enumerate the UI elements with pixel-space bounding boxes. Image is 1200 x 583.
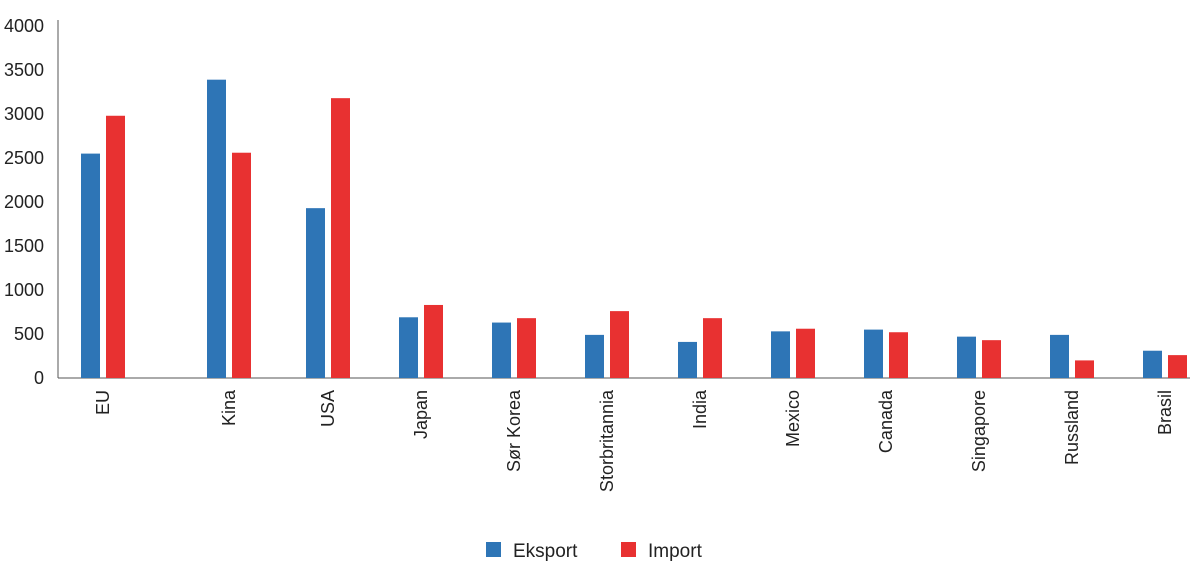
bar-import — [796, 328, 815, 378]
y-tick-label: 0 — [34, 368, 44, 388]
bar-import — [331, 98, 350, 378]
bar-eksport — [1143, 350, 1162, 378]
legend-item-import[interactable]: Import — [621, 541, 703, 562]
category-label: Canada — [876, 389, 896, 453]
bar-eksport — [957, 336, 976, 378]
legend-label-eksport: Eksport — [513, 541, 578, 562]
y-tick-label: 2000 — [4, 192, 44, 212]
bar-import — [424, 304, 443, 378]
legend-item-eksport[interactable]: Eksport — [486, 541, 578, 562]
category-label: Kina — [219, 389, 239, 426]
category-label: Brasil — [1155, 390, 1175, 435]
bar-import — [232, 152, 251, 378]
bar-eksport — [771, 331, 790, 378]
bar-eksport — [585, 334, 604, 378]
bar-eksport — [306, 208, 325, 378]
bar-import — [1075, 360, 1094, 378]
category-labels: EU Kina USA Japan Sør Korea Storbritannia Indi… — [93, 389, 1175, 492]
bar-eksport — [1050, 334, 1069, 378]
bar-eksport — [81, 153, 100, 378]
bar-import — [982, 340, 1001, 378]
bar-import — [106, 115, 125, 378]
bar-eksport — [678, 341, 697, 378]
category-label: India — [690, 389, 710, 429]
category-label: USA — [318, 390, 338, 427]
y-axis: 0 500 1000 1500 2000 2500 3000 3500 4000 — [4, 16, 59, 388]
bar-eksport — [864, 329, 883, 378]
bar-import — [610, 311, 629, 378]
category-label: Storbritannia — [597, 389, 617, 492]
y-tick-label: 1500 — [4, 236, 44, 256]
category-label: Japan — [411, 390, 431, 439]
legend-swatch-eksport — [486, 542, 501, 557]
bar-eksport — [399, 317, 418, 378]
bar-eksport — [207, 79, 226, 379]
bar-import — [517, 318, 536, 378]
y-tick-label: 2500 — [4, 148, 44, 168]
legend[interactable]: Eksport Import — [486, 541, 703, 562]
bar-eksport — [492, 322, 511, 378]
y-tick-label: 4000 — [4, 16, 44, 36]
category-label: EU — [93, 390, 113, 415]
bar-import — [1168, 355, 1187, 378]
legend-swatch-import — [621, 542, 636, 557]
category-label: Singapore — [969, 390, 989, 472]
y-tick-label: 1000 — [4, 280, 44, 300]
category-label: Russland — [1062, 390, 1082, 465]
y-tick-label: 3500 — [4, 60, 44, 80]
y-tick-label: 3000 — [4, 104, 44, 124]
bars — [81, 79, 1187, 379]
legend-label-import: Import — [648, 541, 703, 562]
category-label: Mexico — [783, 390, 803, 447]
bar-import — [889, 332, 908, 378]
bar-import — [703, 318, 722, 378]
category-label: Sør Korea — [504, 389, 524, 472]
y-tick-label: 500 — [14, 324, 44, 344]
